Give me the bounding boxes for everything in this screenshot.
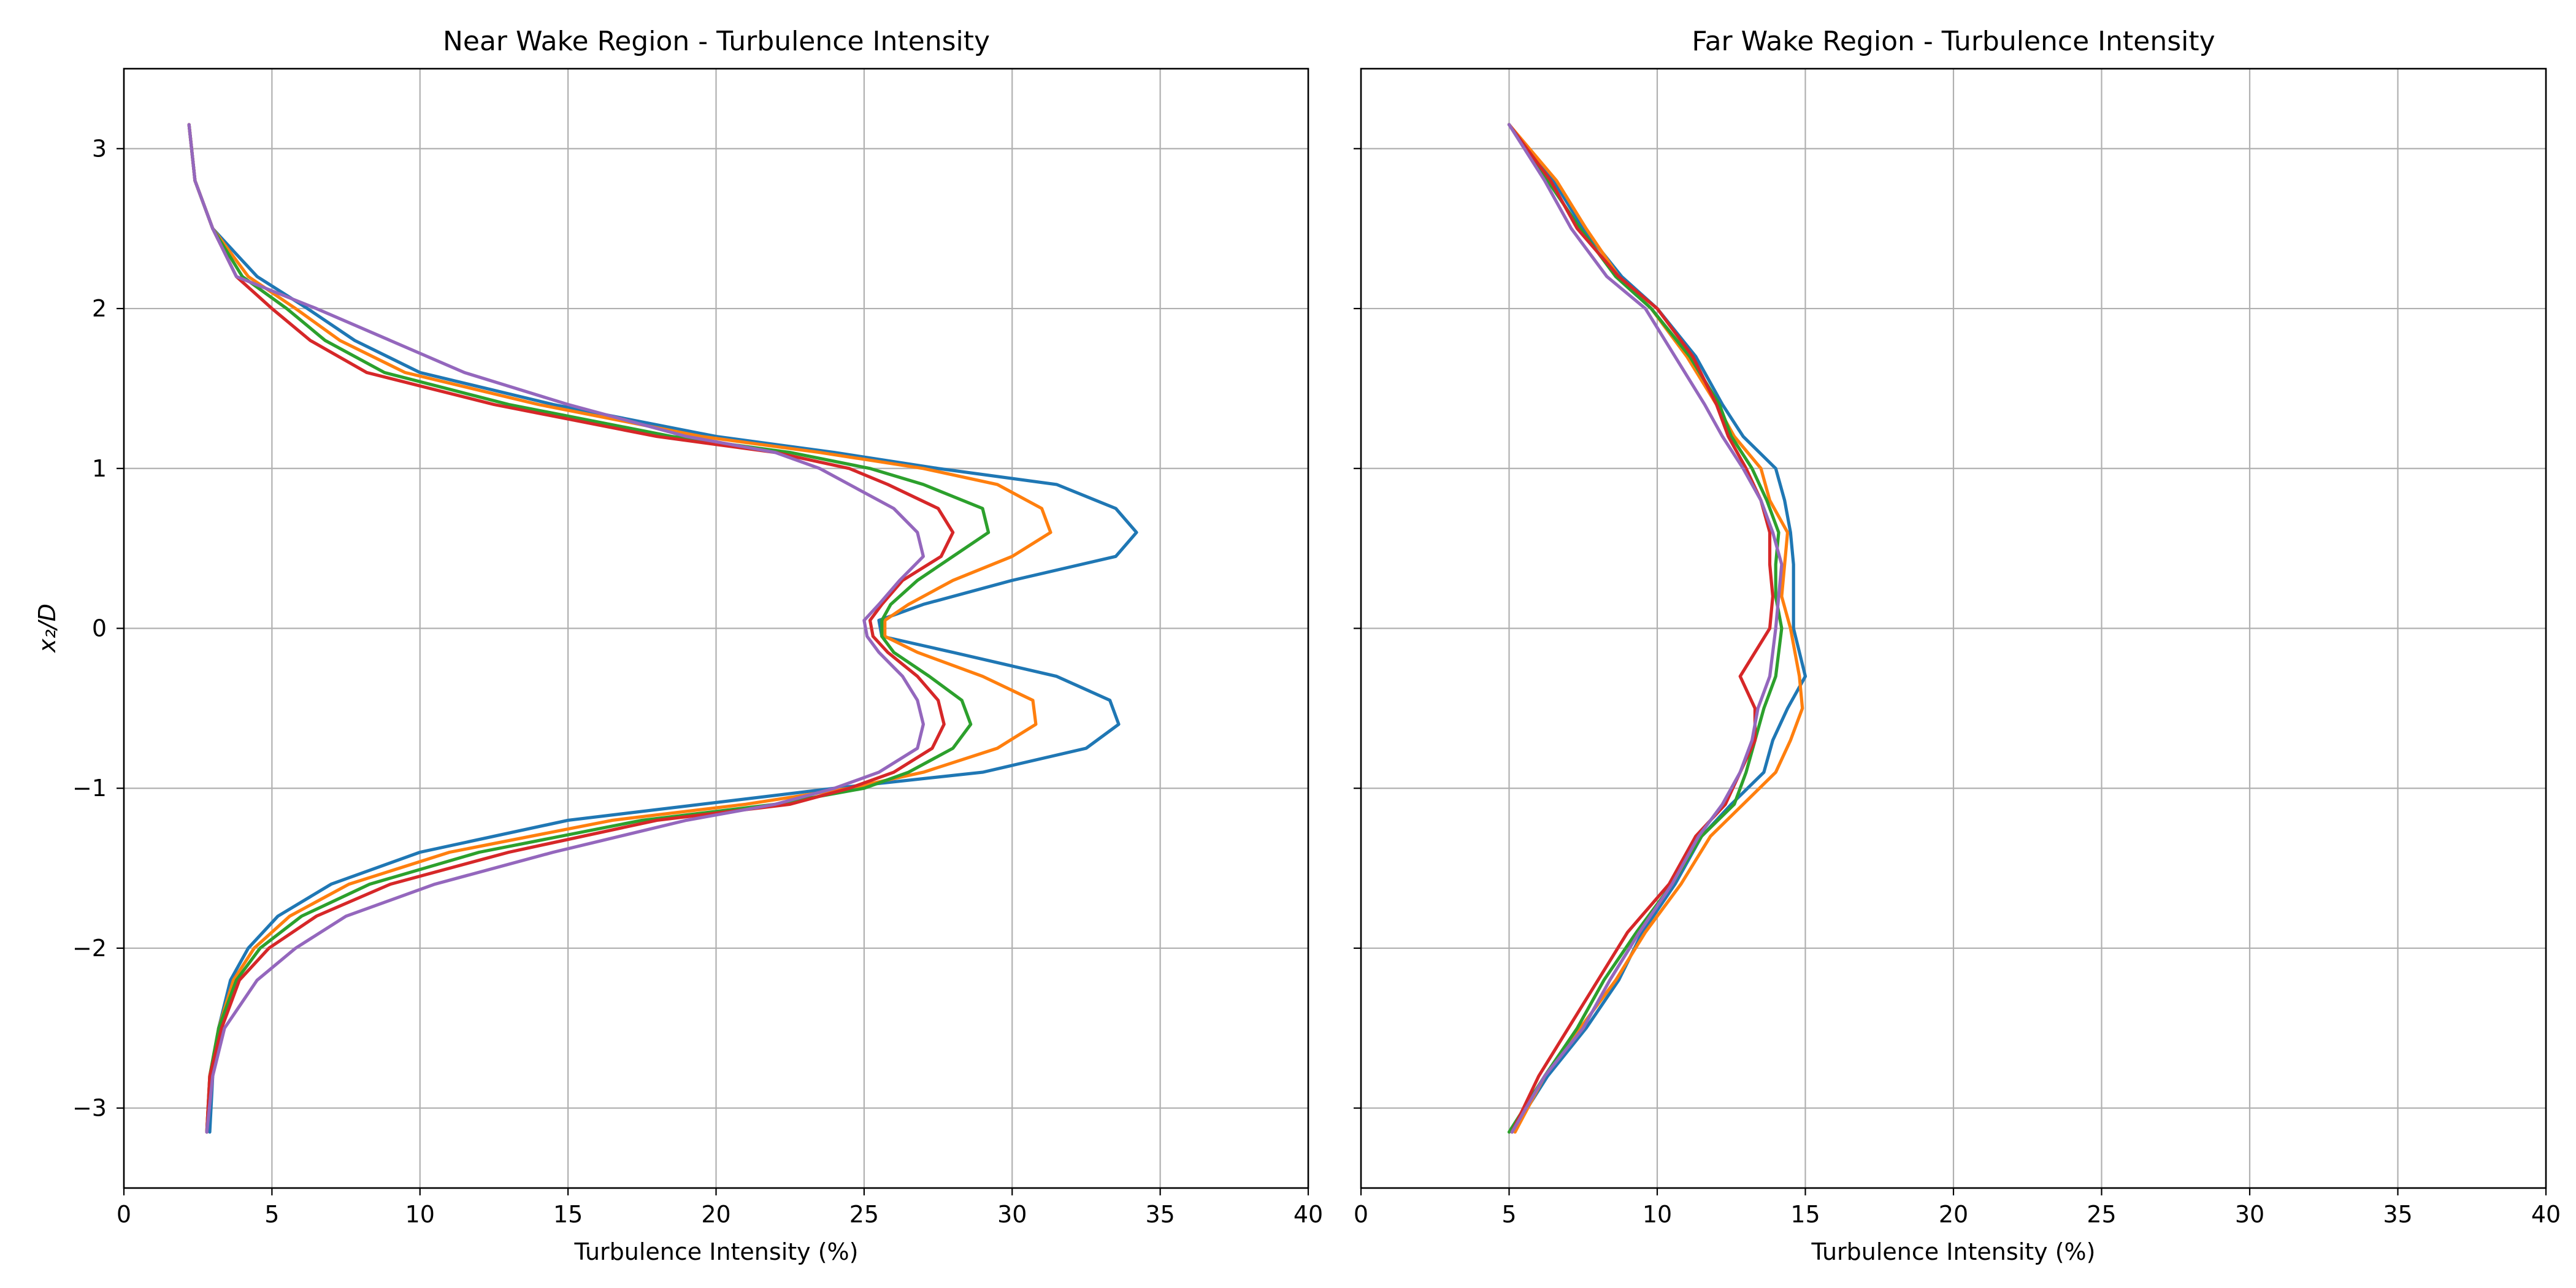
far-wake-x-tick-label: 0 (1354, 1201, 1368, 1228)
near-wake-grid (123, 69, 1309, 1188)
near-wake-series-line-5 (187, 123, 926, 1134)
far-wake-x-tick-label: 40 (2531, 1201, 2561, 1228)
near-wake-y-axis-label: x₂/D (34, 604, 61, 653)
near-wake-title: Near Wake Region - Turbulence Intensity (443, 26, 990, 57)
near-wake-x-tick-label: 30 (997, 1201, 1027, 1228)
near-wake-x-axis-label: Turbulence Intensity (%) (574, 1238, 859, 1265)
near-wake-y-tick-label: 1 (92, 455, 107, 482)
far-wake-x-tick-label: 25 (2087, 1201, 2116, 1228)
near-wake-y-tick-label: 0 (92, 615, 107, 642)
far-wake-x-tick-label: 30 (2235, 1201, 2264, 1228)
near-wake-x-tick-label: 25 (849, 1201, 879, 1228)
near-wake-x-tick-label: 20 (701, 1201, 730, 1228)
near-wake-x-tick-label: 35 (1145, 1201, 1175, 1228)
far-wake-x-tick-label: 5 (1501, 1201, 1516, 1228)
far-wake-x-tick-label: 10 (1643, 1201, 1672, 1228)
far-wake-ticks: 0 5 10 15 20 25 30 35 40 (1354, 148, 2561, 1228)
near-wake-panel: Near Wake Region - Turbulence Intensity … (34, 26, 1323, 1265)
far-wake-series-line-5 (1507, 123, 1784, 1134)
far-wake-grid (1360, 69, 2547, 1188)
near-wake-x-tick-label: 15 (553, 1201, 583, 1228)
far-wake-x-tick-label: 20 (1939, 1201, 1968, 1228)
near-wake-y-tick-label: 2 (92, 295, 107, 322)
far-wake-x-tick-label: 35 (2383, 1201, 2412, 1228)
near-wake-x-tick-label: 10 (405, 1201, 435, 1228)
near-wake-series-line-2 (187, 123, 1052, 1134)
near-wake-x-tick-label: 5 (264, 1201, 279, 1228)
near-wake-y-tick-label: 3 (92, 135, 107, 162)
near-wake-y-tick-label: −3 (72, 1095, 107, 1122)
far-wake-x-tick-label: 15 (1790, 1201, 1820, 1228)
near-wake-y-tick-label: −1 (72, 775, 107, 802)
near-wake-x-tick-label: 0 (117, 1201, 131, 1228)
near-wake-series-line-4 (187, 123, 955, 1134)
far-wake-series (1507, 123, 1807, 1134)
near-wake-x-tick-label: 40 (1294, 1201, 1323, 1228)
near-wake-series-line-3 (187, 123, 991, 1134)
near-wake-series (187, 123, 1138, 1134)
far-wake-panel: Far Wake Region - Turbulence Intensity 0… (1354, 26, 2561, 1265)
far-wake-x-axis-label: Turbulence Intensity (%) (1811, 1238, 2096, 1265)
near-wake-ticks: 0 5 10 15 20 25 30 35 40 −3 −2 −1 0 1 2 3 (72, 135, 1323, 1228)
near-wake-y-tick-label: −2 (72, 935, 107, 962)
far-wake-title: Far Wake Region - Turbulence Intensity (1692, 26, 2215, 57)
far-wake-series-line-4 (1507, 123, 1774, 1134)
